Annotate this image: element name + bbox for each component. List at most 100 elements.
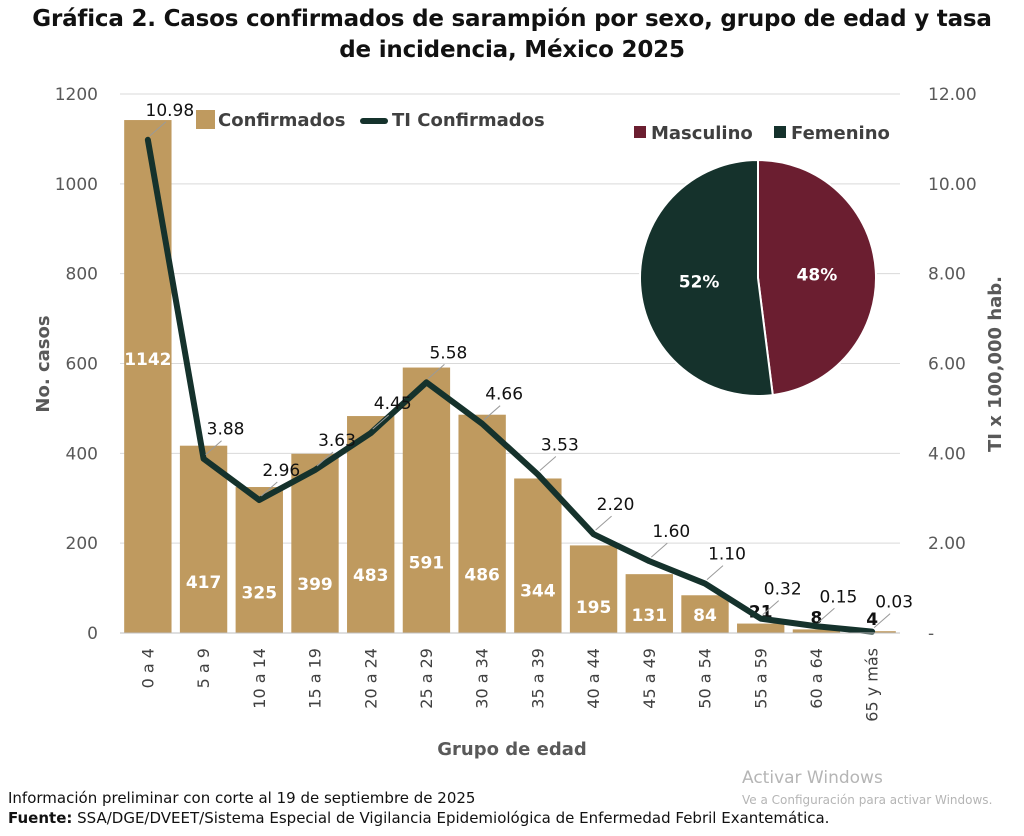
y2-axis-title: TI x 100,000 hab. (985, 276, 1006, 452)
bar (347, 416, 395, 633)
bar (124, 120, 172, 634)
y2-tick-label: 8.00 (928, 265, 966, 285)
line-value-label: 5.58 (429, 343, 467, 363)
line-series-ti (144, 136, 876, 635)
bar-value-label: 84 (693, 606, 717, 626)
line-value-label: 0.15 (819, 587, 857, 607)
x-tick-label: 25 a 29 (417, 648, 436, 709)
bar (402, 367, 451, 633)
bar (179, 445, 228, 633)
x-tick-label: 35 a 39 (528, 648, 547, 709)
pie-slice (757, 158, 877, 397)
line-label-leader (316, 451, 334, 467)
y-tick-label: 200 (66, 534, 98, 554)
legend-swatch-confirmados (196, 110, 215, 129)
line-value-label: 3.63 (318, 431, 356, 451)
y-tick-label: 600 (66, 355, 98, 375)
y2-tick-label: - (928, 624, 934, 644)
windows-watermark-subtitle: Ve a Configuración para activar Windows. (742, 793, 993, 807)
bar-value-label: 8 (811, 608, 823, 628)
legend-label-confirmados: Confirmados (218, 110, 345, 131)
x-tick-label: 0 a 4 (138, 648, 157, 688)
line-value-label: 3.88 (207, 420, 245, 440)
y2-tick-label: 12.00 (928, 85, 977, 105)
x-tick-label: 45 a 49 (640, 648, 659, 709)
line-label-leader (483, 405, 501, 421)
bar (737, 623, 785, 633)
line-label-leader (205, 440, 222, 456)
bar-value-label: 417 (186, 573, 222, 593)
bar-value-label: 399 (297, 575, 333, 595)
y2-tick-label: 6.00 (928, 355, 966, 375)
line-label-leader (428, 363, 445, 379)
x-tick-label: 20 a 24 (361, 648, 380, 709)
pie-slice-label: 48% (797, 265, 838, 285)
line-label-leader (706, 565, 724, 580)
y2-tick-label: 10.00 (928, 175, 977, 195)
line-label-leader (595, 515, 612, 531)
footer-note: Información preliminar con corte al 19 d… (8, 789, 476, 807)
bar-value-label: 344 (520, 581, 556, 601)
chart-title-line1: Gráfica 2. Casos confirmados de sarampió… (32, 6, 992, 32)
x-tick-label: 40 a 44 (584, 648, 603, 709)
y-axis-title: No. casos (33, 315, 54, 412)
y-tick-label: 1000 (55, 175, 98, 195)
x-tick-label: 60 a 64 (807, 648, 826, 709)
pie-slice-label: 52% (679, 273, 720, 293)
y-tick-label: 1200 (55, 85, 98, 105)
x-tick-label: 50 a 54 (696, 648, 715, 709)
line-label-leader (260, 481, 278, 497)
windows-watermark-title: Activar Windows (742, 768, 883, 788)
bar (681, 595, 729, 633)
line-value-label: 1.60 (652, 522, 690, 542)
y-tick-label: 0 (87, 624, 98, 644)
y2-tick-label: 2.00 (928, 534, 966, 554)
y2-tick-label: 4.00 (928, 444, 966, 464)
x-tick-label: 10 a 14 (250, 648, 269, 709)
pie-legend-label: Femenino (791, 123, 890, 144)
bar (514, 478, 562, 633)
pie-legend-label: Masculino (651, 123, 753, 144)
x-axis-title: Grupo de edad (437, 739, 586, 760)
line-label-leader (762, 600, 780, 616)
bar (458, 414, 506, 633)
footer-source-text: SSA/DGE/DVEET/Sistema Especial de Vigila… (72, 809, 830, 827)
chart-canvas: 0 200 400 600 800 1000 1200 - 2.00 4.00 6.00 8.00 10… (33, 85, 1006, 760)
chart-title: Gráfica 2. Casos confirmados de sarampió… (0, 4, 1024, 66)
line-label-leader (650, 542, 668, 558)
pie-legend-swatch (774, 126, 786, 138)
line-value-label: 0.03 (875, 593, 913, 613)
bar-value-label: 195 (576, 598, 612, 618)
x-tick-label: 15 a 19 (306, 648, 325, 709)
y-tick-label: 400 (66, 444, 98, 464)
line-label-leader (149, 121, 167, 137)
bar (569, 545, 618, 633)
bar-value-label: 4 (866, 610, 878, 630)
bar-value-label: 325 (242, 584, 278, 604)
bar (291, 453, 339, 633)
pie-legend-swatch (634, 126, 646, 138)
bar-value-label: 486 (464, 565, 500, 585)
line-value-label: 2.20 (597, 495, 635, 515)
line-value-label: 4.66 (485, 385, 523, 405)
line-value-label: 2.96 (262, 461, 300, 481)
chart-title-line2: de incidencia, México 2025 (339, 37, 685, 63)
bar-value-label: 131 (632, 606, 668, 626)
pie-slice (639, 158, 774, 397)
legend-label-ti: TI Confirmados (392, 110, 545, 131)
line-label-leader (539, 456, 557, 471)
bar-value-label: 483 (353, 566, 389, 586)
line-value-label: 4.45 (374, 394, 412, 414)
y-tick-label: 800 (66, 265, 98, 285)
bar (792, 629, 841, 633)
x-tick-label: 55 a 59 (751, 648, 770, 709)
line-label-leader (372, 414, 390, 430)
footer-source: Fuente: SSA/DGE/DVEET/Sistema Especial d… (8, 809, 829, 827)
footer-source-label: Fuente: (8, 809, 73, 827)
bar (235, 487, 283, 633)
bar-value-label: 591 (409, 554, 445, 574)
x-tick-label: 65 y más (863, 648, 882, 722)
line-label-leader (818, 607, 835, 623)
line-value-label: 1.10 (708, 545, 746, 565)
line-value-label: 0.32 (764, 580, 802, 600)
